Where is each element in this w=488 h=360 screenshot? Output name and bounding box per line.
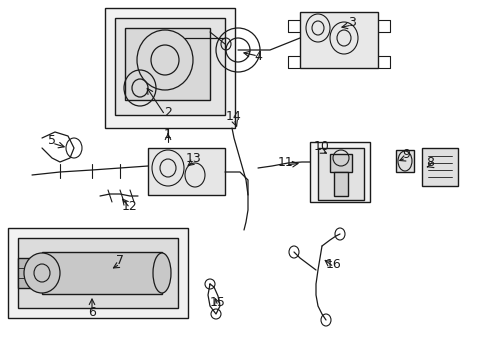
Ellipse shape	[24, 253, 60, 293]
Bar	[125, 28, 209, 100]
Text: 3: 3	[347, 15, 355, 28]
Bar	[317, 148, 363, 200]
Text: 8: 8	[425, 157, 433, 170]
Bar	[299, 12, 377, 68]
Bar	[421, 148, 457, 186]
Text: 14: 14	[225, 109, 242, 122]
Text: 7: 7	[116, 253, 124, 266]
Bar	[8, 228, 187, 318]
Text: 10: 10	[313, 140, 329, 153]
Text: 9: 9	[401, 148, 409, 162]
Bar	[115, 18, 224, 115]
Bar	[309, 142, 369, 202]
Ellipse shape	[153, 253, 171, 293]
Bar	[105, 8, 235, 128]
Text: 15: 15	[210, 296, 225, 309]
Bar	[42, 252, 162, 294]
Bar	[395, 150, 413, 172]
Text: 16: 16	[325, 257, 341, 270]
Text: 13: 13	[186, 152, 202, 165]
Bar	[329, 154, 351, 172]
Text: 12: 12	[122, 201, 138, 213]
Text: 2: 2	[164, 105, 172, 118]
Text: 11: 11	[278, 156, 293, 168]
Text: 1: 1	[164, 127, 172, 140]
Bar	[18, 238, 178, 308]
Bar	[333, 172, 347, 196]
Text: 4: 4	[254, 49, 262, 63]
Bar	[148, 148, 224, 195]
Text: 5: 5	[48, 134, 56, 147]
Text: 6: 6	[88, 306, 96, 319]
Bar	[18, 258, 42, 288]
